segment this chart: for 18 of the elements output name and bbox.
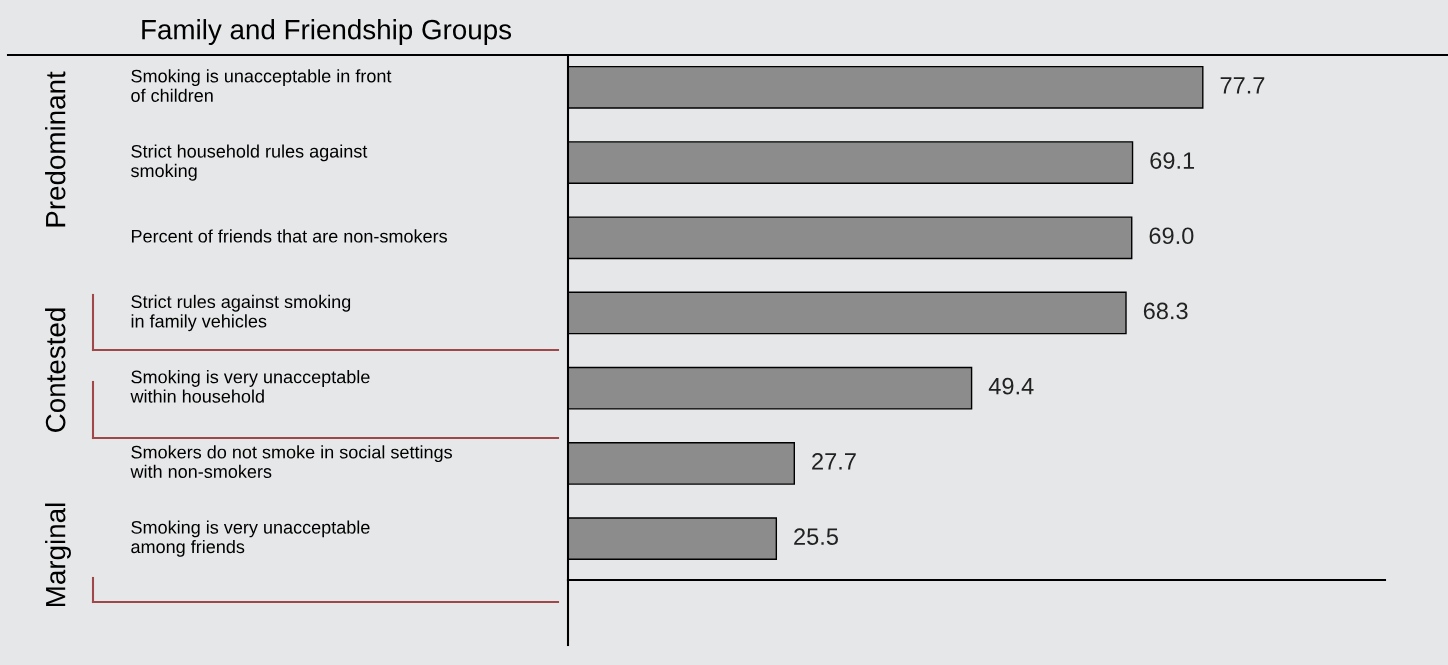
data-label: 69.0 xyxy=(1149,227,1194,245)
text: Predominant xyxy=(45,71,66,227)
y-tick-label: Smoking is very unacceptable within household xyxy=(130,370,370,403)
data-label: 49.4 xyxy=(988,377,1034,395)
data-label: 68.3 xyxy=(1143,302,1188,320)
y-tick-label: Strict household rules against smoking xyxy=(131,144,368,181)
y-tick-label: Smoking is unacceptable in front of children xyxy=(131,69,392,102)
text: Family and Friendship Groups xyxy=(142,19,512,45)
y-tick-label: Strict rules against smoking in family vehicles xyxy=(131,294,351,332)
text: Contested xyxy=(45,308,66,432)
data-label: 27.7 xyxy=(812,453,856,470)
data-label: 77.7 xyxy=(1220,77,1265,94)
text: Marginal xyxy=(45,503,71,606)
y-tick-label: Smokers do not smoke in social settings with non-smokers xyxy=(130,445,452,478)
y-tick-label: Percent of friends that are non-smokers xyxy=(131,229,447,243)
data-label: 69.1 xyxy=(1150,152,1195,169)
y-tick-label: Smoking is very unacceptable among friends xyxy=(131,520,370,557)
data-label: 25.5 xyxy=(794,528,838,545)
